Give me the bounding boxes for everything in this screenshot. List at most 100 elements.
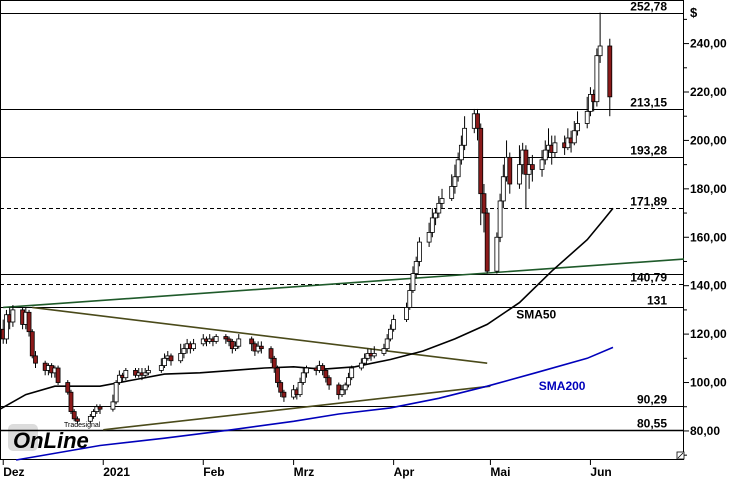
price-axis: 80,00 100,00 120,00 140,00 160,00 180,00 200,0… — [684, 18, 727, 456]
candle — [10, 305, 16, 327]
candle-body — [594, 55, 600, 103]
candle-body — [116, 374, 122, 383]
candle-body — [413, 261, 419, 274]
candle-body — [236, 338, 242, 347]
candle — [339, 384, 345, 398]
candle — [439, 188, 445, 209]
plot-area — [0, 0, 684, 460]
candle-body — [271, 357, 277, 369]
trendline-triangle-support — [103, 385, 491, 431]
candle — [281, 389, 287, 402]
candle-body — [146, 370, 151, 374]
candle-body — [452, 176, 458, 187]
x-tick-label: Mrz — [294, 465, 315, 479]
y-tick-label: 100,00 — [690, 376, 727, 390]
candle-body — [223, 336, 229, 340]
candle-body — [300, 372, 306, 383]
candle — [229, 338, 235, 354]
candle — [75, 416, 80, 424]
candle-body — [410, 273, 416, 291]
candle — [258, 341, 264, 354]
candle-body — [87, 416, 93, 422]
candle-body — [417, 241, 422, 262]
candle — [542, 140, 548, 165]
candle — [417, 237, 422, 267]
candle-body — [426, 232, 432, 243]
candle — [278, 380, 284, 398]
candle — [588, 87, 593, 117]
candle-body — [475, 113, 480, 129]
candle — [26, 309, 32, 337]
candle-body — [258, 345, 264, 350]
candle — [55, 365, 61, 385]
candle-body — [588, 94, 593, 112]
candle — [387, 324, 393, 342]
candle-body — [142, 372, 148, 376]
candle-body — [529, 164, 535, 170]
candle — [413, 256, 419, 279]
watermark-small: Tradesignal — [64, 422, 101, 429]
date-axis: Dez 2021 Feb Mrz Apr Mai Jun — [2, 460, 612, 479]
candle-body — [233, 345, 238, 350]
candle-body — [68, 391, 74, 412]
candle — [116, 370, 122, 385]
candle-body — [181, 348, 187, 354]
candle — [268, 346, 274, 364]
candle — [346, 372, 351, 388]
candle-body — [371, 353, 377, 357]
candle-body — [497, 200, 503, 238]
candle — [404, 302, 409, 322]
level-label: 140,79 — [630, 271, 667, 285]
candle — [158, 358, 164, 373]
candle — [271, 355, 277, 373]
candle-body — [123, 370, 129, 379]
candle-body — [29, 331, 35, 357]
candle — [478, 123, 484, 226]
candle — [87, 414, 93, 424]
candle-body — [71, 411, 77, 420]
candle-body — [304, 367, 309, 374]
y-tick-label: 220,00 — [690, 85, 727, 99]
candle — [342, 382, 348, 395]
candle-body — [346, 377, 351, 386]
candle-body — [339, 389, 345, 396]
candle-body — [362, 357, 367, 364]
candle — [494, 232, 500, 274]
sma-label-sma200: SMA200 — [539, 379, 586, 393]
candle — [529, 154, 535, 182]
candle — [181, 343, 187, 359]
candle — [497, 193, 503, 243]
candle-body — [113, 382, 119, 403]
candle — [297, 377, 303, 398]
candle-body — [33, 355, 38, 364]
candle — [146, 365, 151, 376]
sma-line-sma200 — [15, 346, 614, 461]
candle-body — [320, 365, 326, 371]
candle — [449, 174, 455, 201]
candle-body — [178, 353, 184, 362]
candle — [597, 12, 603, 63]
x-tick-label: Jun — [590, 465, 611, 479]
candle — [233, 341, 238, 352]
candle — [584, 96, 590, 129]
candle-body — [384, 338, 390, 350]
candle — [71, 409, 77, 422]
candle — [500, 164, 506, 209]
candle — [326, 375, 332, 390]
y-tick-label: 120,00 — [690, 327, 727, 341]
resize-corner-icon[interactable] — [676, 451, 685, 460]
y-tick-label: 160,00 — [690, 230, 727, 244]
candle — [304, 365, 309, 378]
candle — [484, 208, 490, 274]
candle — [65, 380, 71, 395]
level-label: 80,55 — [637, 417, 667, 431]
candle-body — [268, 348, 274, 359]
candle-body — [342, 384, 348, 391]
candle-body — [326, 377, 332, 386]
candle — [226, 336, 232, 347]
candle-body — [597, 45, 603, 57]
candle-body — [75, 418, 80, 422]
candle-body — [226, 338, 232, 342]
candle-body — [584, 110, 590, 124]
